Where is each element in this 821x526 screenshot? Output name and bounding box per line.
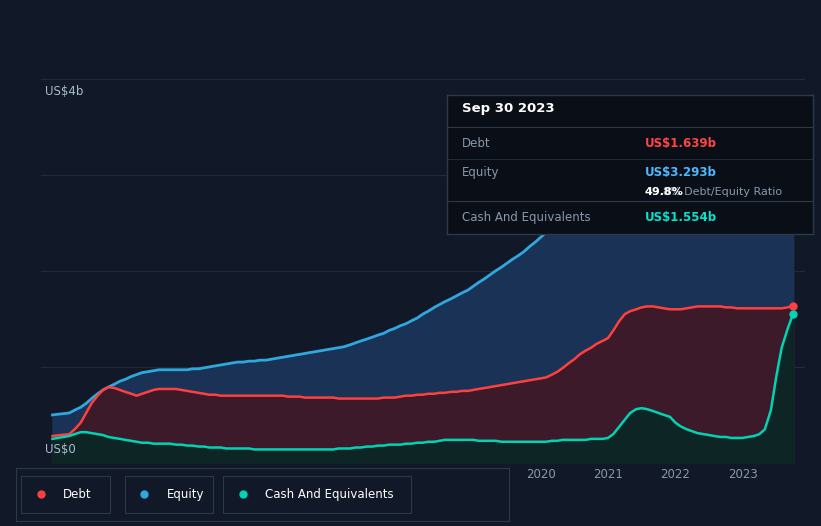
Text: US$4b: US$4b bbox=[45, 85, 83, 98]
Text: US$1.639b: US$1.639b bbox=[644, 137, 717, 150]
Text: Sep 30 2023: Sep 30 2023 bbox=[462, 102, 555, 115]
Text: US$3.293b: US$3.293b bbox=[644, 166, 717, 179]
Text: 49.8%: 49.8% bbox=[644, 187, 684, 197]
Text: US$0: US$0 bbox=[45, 443, 76, 456]
Text: Debt: Debt bbox=[462, 137, 491, 150]
Text: Equity: Equity bbox=[167, 488, 204, 501]
Bar bbox=[125, 476, 213, 513]
Text: Debt: Debt bbox=[63, 488, 92, 501]
Text: 49.8% Debt/Equity Ratio: 49.8% Debt/Equity Ratio bbox=[644, 187, 782, 197]
Bar bbox=[21, 476, 110, 513]
Text: Equity: Equity bbox=[462, 166, 499, 179]
Point bbox=[787, 301, 800, 310]
Point bbox=[787, 143, 800, 151]
Point bbox=[787, 309, 800, 318]
Text: Cash And Equivalents: Cash And Equivalents bbox=[462, 211, 590, 224]
Text: US$1.554b: US$1.554b bbox=[644, 211, 717, 224]
Bar bbox=[223, 476, 410, 513]
Text: Cash And Equivalents: Cash And Equivalents bbox=[265, 488, 394, 501]
